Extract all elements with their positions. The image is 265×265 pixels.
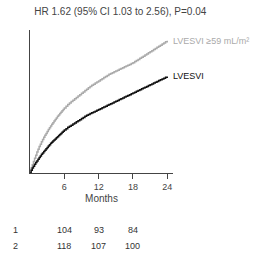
- svg-text:107: 107: [91, 241, 106, 251]
- svg-text:93: 93: [94, 225, 104, 235]
- svg-text:118: 118: [57, 241, 71, 251]
- svg-text:104: 104: [57, 225, 72, 235]
- svg-text:84: 84: [128, 225, 138, 235]
- svg-text:24: 24: [162, 182, 172, 192]
- svg-text:LVESVI: LVESVI: [173, 71, 204, 81]
- svg-text:12: 12: [94, 182, 104, 192]
- svg-text:2: 2: [13, 241, 18, 251]
- svg-text:1: 1: [13, 225, 18, 235]
- svg-text:18: 18: [128, 182, 138, 192]
- svg-text:LVESVI ≥59 mL/m²: LVESVI ≥59 mL/m²: [173, 36, 249, 46]
- svg-text:HR 1.62 (95% CI 1.03 to 2.56),: HR 1.62 (95% CI 1.03 to 2.56), P=0.04: [34, 6, 206, 17]
- svg-text:Months: Months: [85, 193, 118, 204]
- svg-text:100: 100: [125, 241, 140, 251]
- svg-text:6: 6: [62, 182, 67, 192]
